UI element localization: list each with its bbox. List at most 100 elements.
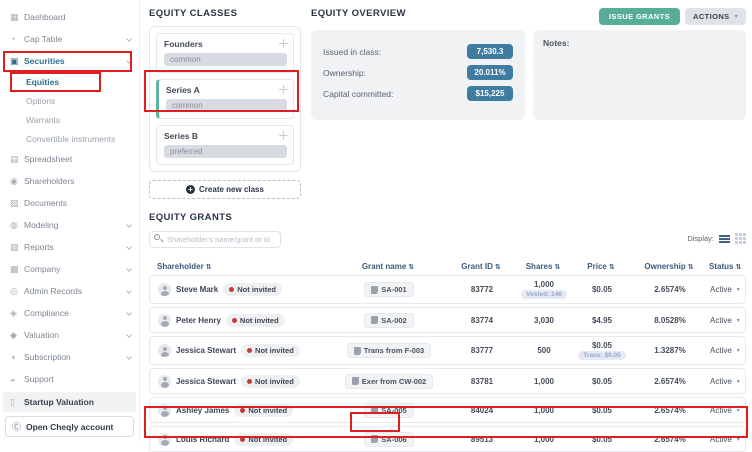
certificate-icon bbox=[371, 406, 379, 414]
grid-view-icon[interactable] bbox=[735, 233, 746, 244]
table-row[interactable]: Steve Mark Not invited SA-001 83772 1,000… bbox=[149, 275, 746, 304]
status-dropdown[interactable]: Active ▾ bbox=[710, 406, 740, 415]
invite-status-badge: Not invited bbox=[223, 283, 282, 296]
price-value: $0.05 bbox=[591, 341, 613, 350]
invite-status-badge: Not invited bbox=[225, 313, 285, 327]
sidebar-item-startup-valuation[interactable]: ▯ Startup Valuation bbox=[3, 392, 136, 412]
sidebar-item-dashboard[interactable]: ▦ Dashboard bbox=[0, 6, 139, 28]
issue-grants-button[interactable]: ISSUE GRANTS bbox=[598, 8, 681, 25]
certificate-icon bbox=[371, 435, 379, 443]
sort-icon: ⇅ bbox=[735, 263, 742, 271]
grant-chip[interactable]: Trans from F-003 bbox=[346, 343, 432, 358]
sidebar-item-company[interactable]: ▩ Company bbox=[0, 258, 139, 280]
status-label: Active bbox=[710, 315, 732, 325]
red-dot-icon bbox=[229, 287, 235, 292]
equity-class-card-series-b[interactable]: Series B preferred bbox=[156, 125, 294, 165]
status-dropdown[interactable]: Active ▾ bbox=[710, 316, 740, 325]
drag-handle-icon[interactable] bbox=[279, 85, 288, 94]
status-dropdown[interactable]: Active ▾ bbox=[710, 346, 740, 355]
equity-class-card-series-a[interactable]: Series A common bbox=[156, 79, 294, 119]
class-type-tag: common bbox=[164, 53, 287, 66]
metric-label: Capital committed: bbox=[323, 88, 394, 99]
sidebar-item-warrants[interactable]: Warrants bbox=[0, 110, 139, 129]
actions-button[interactable]: ACTIONS ▾ bbox=[685, 8, 746, 25]
avatar bbox=[158, 403, 171, 417]
company-icon: ▩ bbox=[10, 263, 19, 274]
caret-down-icon: ▾ bbox=[736, 436, 740, 443]
sidebar-item-admin-records[interactable]: ◎ Admin Records bbox=[0, 280, 139, 302]
column-header-price[interactable]: Price ⇅ bbox=[587, 262, 615, 271]
sidebar-item-compliance[interactable]: ◈ Compliance bbox=[0, 302, 139, 324]
column-header-grant-id[interactable]: Grant ID ⇅ bbox=[461, 262, 501, 271]
caret-down-icon: ▾ bbox=[736, 317, 740, 324]
sort-icon: ⇅ bbox=[205, 263, 212, 271]
vested-badge: Vested: 146 bbox=[521, 290, 567, 299]
sidebar-item-valuation[interactable]: ◆ Valuation bbox=[0, 324, 139, 346]
sort-icon: ⇅ bbox=[408, 263, 415, 271]
avatar bbox=[158, 432, 171, 446]
sidebar-item-modeling[interactable]: ◍ Modeling bbox=[0, 214, 139, 236]
create-new-class-button[interactable]: Create new class bbox=[149, 180, 301, 199]
sidebar-item-label: Warrants bbox=[26, 114, 61, 125]
invite-status-badge: Not invited bbox=[234, 403, 294, 417]
status-dropdown[interactable]: Active ▾ bbox=[710, 377, 740, 386]
equity-class-card-founders[interactable]: Founders common bbox=[156, 33, 294, 73]
class-type-tag: common bbox=[166, 99, 287, 112]
ownership-value: 2.6574% bbox=[654, 405, 686, 415]
status-dropdown[interactable]: Active ▾ bbox=[710, 435, 740, 444]
metric-value-badge: 20.011% bbox=[467, 65, 513, 80]
table-row[interactable]: Jessica Stewart Not invited Trans from F-… bbox=[149, 336, 746, 365]
reports-icon: ▨ bbox=[10, 241, 19, 252]
column-header-status[interactable]: Status ⇅ bbox=[709, 262, 742, 271]
avatar bbox=[158, 313, 171, 327]
valuation-icon: ◆ bbox=[10, 329, 17, 340]
sidebar-item-documents[interactable]: ▧ Documents bbox=[0, 192, 139, 214]
shares-value: 1,000 bbox=[533, 405, 555, 415]
column-header-shareholder[interactable]: Shareholder ⇅ bbox=[157, 262, 212, 271]
table-row[interactable]: Peter Henry Not invited SA-002 83774 3,03… bbox=[149, 307, 746, 333]
shares-value: 1,000 bbox=[533, 280, 555, 289]
sidebar-item-subscription[interactable]: ◑ Subscription bbox=[0, 346, 139, 368]
drag-handle-icon[interactable] bbox=[279, 39, 288, 48]
grant-chip[interactable]: SA-005 bbox=[364, 402, 414, 418]
sidebar-item-reports[interactable]: ▨ Reports bbox=[0, 236, 139, 258]
column-header-grant-name[interactable]: Grant name ⇅ bbox=[361, 262, 415, 271]
ownership-value: 8.0528% bbox=[654, 315, 686, 325]
column-header-ownership[interactable]: Ownership ⇅ bbox=[644, 262, 694, 271]
grant-chip[interactable]: SA-006 bbox=[364, 431, 414, 447]
sidebar-item-options[interactable]: Options bbox=[0, 91, 139, 110]
list-view-icon[interactable] bbox=[719, 234, 730, 243]
sidebar-item-cap-table[interactable]: ◔ Cap Table bbox=[0, 28, 139, 50]
sidebar-item-label: Reports bbox=[24, 242, 54, 252]
grant-chip[interactable]: SA-001 bbox=[364, 282, 414, 297]
sidebar-item-convertible-instruments[interactable]: Convertible instruments bbox=[0, 129, 139, 148]
sidebar-item-spreadsheet[interactable]: ▤ Spreadsheet bbox=[0, 148, 139, 170]
create-new-class-label: Create new class bbox=[199, 185, 264, 194]
grant-chip[interactable]: Exer from CW-002 bbox=[344, 373, 434, 389]
open-cheqly-account-button[interactable]: Ⓒ Open Cheqly account bbox=[5, 416, 134, 437]
sidebar-item-label: Shareholders bbox=[24, 176, 75, 186]
cheqly-logo-icon: Ⓒ bbox=[12, 422, 22, 432]
class-name: Series A bbox=[166, 85, 200, 95]
column-header-shares[interactable]: Shares ⇅ bbox=[525, 262, 561, 271]
sidebar-item-shareholders[interactable]: ◉ Shareholders bbox=[0, 170, 139, 192]
price-value: $0.05 bbox=[591, 434, 613, 444]
sidebar-item-equities[interactable]: Equities bbox=[0, 72, 139, 91]
sidebar-item-securities[interactable]: ▣ Securities bbox=[0, 50, 139, 72]
red-dot-icon bbox=[247, 348, 253, 353]
shares-value: 3,030 bbox=[533, 315, 555, 325]
table-row[interactable]: Jessica Stewart Not invited Exer from CW-… bbox=[149, 368, 746, 394]
sidebar-item-support[interactable]: ◒ Support bbox=[0, 368, 139, 390]
notes-card[interactable]: Notes: bbox=[533, 30, 746, 120]
class-name: Series B bbox=[164, 131, 199, 141]
status-dropdown[interactable]: Active ▾ bbox=[710, 285, 740, 294]
search-input[interactable] bbox=[149, 231, 281, 248]
equity-classes-title: EQUITY CLASSES bbox=[149, 8, 238, 19]
grant-chip[interactable]: SA-002 bbox=[364, 312, 414, 328]
drag-handle-icon[interactable] bbox=[279, 131, 288, 140]
status-label: Active bbox=[710, 434, 732, 444]
red-dot-icon bbox=[231, 317, 237, 323]
table-row[interactable]: Ashley James Not invited SA-005 84024 1,0… bbox=[149, 397, 746, 423]
table-row[interactable]: Louis Richard Not invited SA-006 89513 1,… bbox=[149, 426, 746, 452]
chevron-down-icon bbox=[126, 36, 132, 42]
